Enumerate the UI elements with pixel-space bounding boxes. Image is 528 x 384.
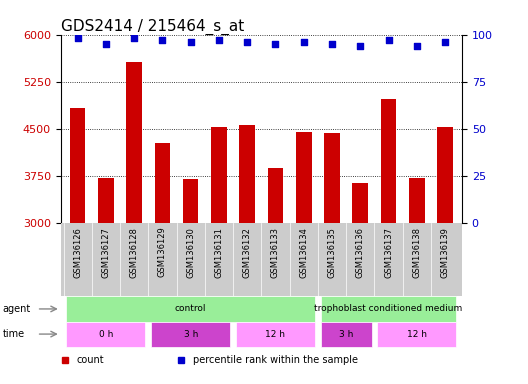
Bar	[381, 99, 397, 223]
Text: 3 h: 3 h	[184, 329, 198, 339]
Point	[384, 37, 393, 43]
Text: GSM136138: GSM136138	[412, 227, 421, 278]
Bar	[409, 178, 425, 223]
Bar	[211, 127, 227, 223]
Bar	[296, 132, 312, 223]
Point	[243, 39, 251, 45]
Text: GSM136129: GSM136129	[158, 227, 167, 278]
Point	[73, 35, 82, 41]
Bar	[67, 321, 146, 347]
Point	[441, 39, 449, 45]
Text: GSM136127: GSM136127	[101, 227, 110, 278]
Text: 3 h: 3 h	[339, 329, 353, 339]
Bar	[353, 184, 368, 223]
Bar	[437, 127, 453, 223]
Text: GSM136128: GSM136128	[130, 227, 139, 278]
Text: agent: agent	[3, 304, 31, 314]
Text: 12 h: 12 h	[407, 329, 427, 339]
Point	[412, 43, 421, 49]
Text: 12 h: 12 h	[266, 329, 286, 339]
Text: GSM136130: GSM136130	[186, 227, 195, 278]
Bar	[320, 321, 372, 347]
Bar	[268, 169, 283, 223]
Bar	[377, 321, 456, 347]
Text: GSM136137: GSM136137	[384, 227, 393, 278]
Bar	[240, 125, 255, 223]
Bar	[236, 321, 315, 347]
Text: GSM136131: GSM136131	[214, 227, 223, 278]
Point	[130, 35, 138, 41]
Text: GDS2414 / 215464_s_at: GDS2414 / 215464_s_at	[61, 18, 244, 35]
Text: time: time	[3, 329, 25, 339]
Point	[215, 37, 223, 43]
Point	[102, 41, 110, 47]
Point	[158, 37, 167, 43]
Point	[271, 41, 280, 47]
Text: GSM136126: GSM136126	[73, 227, 82, 278]
Bar	[98, 178, 114, 223]
Text: 0 h: 0 h	[99, 329, 113, 339]
Point	[299, 39, 308, 45]
Bar	[151, 321, 230, 347]
Text: control: control	[175, 305, 206, 313]
Text: GSM136134: GSM136134	[299, 227, 308, 278]
Bar	[67, 296, 315, 321]
Text: GSM136135: GSM136135	[327, 227, 336, 278]
Text: count: count	[77, 355, 105, 365]
Bar	[324, 133, 340, 223]
Text: GSM136139: GSM136139	[440, 227, 449, 278]
Text: GSM136132: GSM136132	[243, 227, 252, 278]
Point	[356, 43, 364, 49]
Bar	[183, 179, 199, 223]
Text: percentile rank within the sample: percentile rank within the sample	[193, 355, 358, 365]
Text: trophoblast conditioned medium: trophoblast conditioned medium	[314, 305, 463, 313]
Text: GSM136133: GSM136133	[271, 227, 280, 278]
Bar	[126, 62, 142, 223]
Bar	[320, 296, 456, 321]
Bar	[70, 108, 86, 223]
Bar	[155, 142, 170, 223]
Text: GSM136136: GSM136136	[356, 227, 365, 278]
Point	[328, 41, 336, 47]
Point	[186, 39, 195, 45]
